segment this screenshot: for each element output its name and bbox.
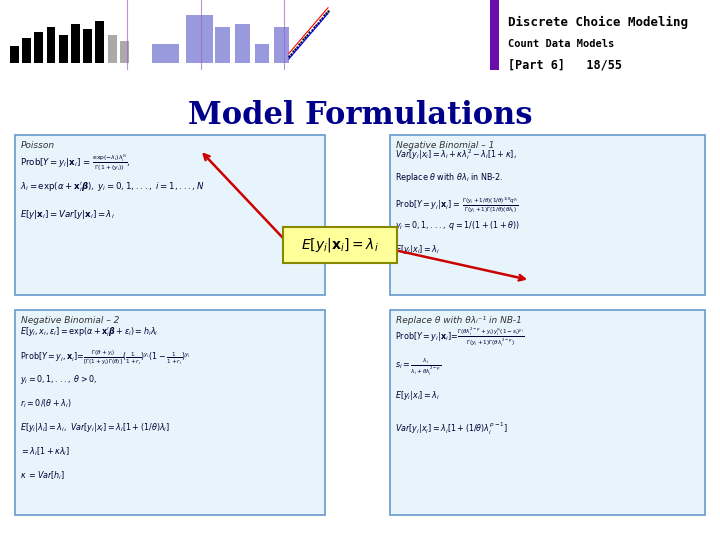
Text: Discrete Choice Modeling: Discrete Choice Modeling bbox=[508, 16, 688, 29]
Bar bbox=[96, 21, 104, 63]
Text: Prob[$Y=y_i|\mathbf{x}_i$] = $\frac{\exp(-\lambda_i)\lambda_i^{y_i}}{\Gamma(1+(y: Prob[$Y=y_i|\mathbf{x}_i$] = $\frac{\exp… bbox=[20, 152, 131, 172]
Text: $y_i=0,1,...,\ \theta>0,$: $y_i=0,1,...,\ \theta>0,$ bbox=[20, 373, 97, 386]
Text: Negative Binomial – 2: Negative Binomial – 2 bbox=[21, 316, 120, 325]
FancyBboxPatch shape bbox=[15, 135, 325, 295]
Bar bbox=[255, 44, 269, 63]
Bar bbox=[59, 35, 68, 63]
Text: Poisson: Poisson bbox=[21, 141, 55, 150]
Text: Negative Binomial – 1: Negative Binomial – 1 bbox=[396, 141, 495, 150]
Bar bbox=[120, 40, 129, 63]
Text: $\kappa\ =Var[h_i]$: $\kappa\ =Var[h_i]$ bbox=[20, 469, 66, 482]
Bar bbox=[490, 0, 499, 70]
Bar bbox=[84, 30, 92, 63]
Text: Prob[$Y=y_i|\mathbf{x}_i$] = $\frac{\Gamma(y_i+1/\theta)(1/\theta)^{1/\theta}q^{: Prob[$Y=y_i|\mathbf{x}_i$] = $\frac{\Gam… bbox=[395, 195, 519, 214]
Text: [Part 6]   18/55: [Part 6] 18/55 bbox=[508, 59, 622, 72]
Text: Replace $\theta$ with $\theta\lambda_i$ in NB-2.: Replace $\theta$ with $\theta\lambda_i$ … bbox=[395, 171, 503, 184]
FancyBboxPatch shape bbox=[15, 310, 325, 515]
Text: $E[y_i|\mathbf{x}_i]=\lambda_i$: $E[y_i|\mathbf{x}_i]=\lambda_i$ bbox=[301, 236, 379, 254]
FancyBboxPatch shape bbox=[390, 310, 705, 515]
Text: Model Formulations: Model Formulations bbox=[188, 100, 532, 131]
Bar bbox=[186, 16, 213, 63]
Text: $y_i=0,1,...,\ q=1/(1+(1+\theta))$: $y_i=0,1,...,\ q=1/(1+(1+\theta))$ bbox=[395, 219, 520, 232]
Text: $Var[y_i|x_i]=\lambda_i+\kappa\lambda_i^2-\lambda_i[1+\kappa],$: $Var[y_i|x_i]=\lambda_i+\kappa\lambda_i^… bbox=[395, 147, 517, 162]
Text: Prob[$Y=y_i|\mathbf{x}_i$]=$\frac{\Gamma(\theta\lambda_i^{2-p}+y_i)y_i^{s_i}(1-s: Prob[$Y=y_i|\mathbf{x}_i$]=$\frac{\Gamma… bbox=[395, 325, 524, 349]
FancyBboxPatch shape bbox=[390, 135, 705, 295]
Text: Replace θ with θλᵢ⁻¹ in NB-1: Replace θ with θλᵢ⁻¹ in NB-1 bbox=[396, 316, 522, 325]
Bar bbox=[274, 26, 289, 63]
Text: $r_i=0/(\theta+\lambda_i)$: $r_i=0/(\theta+\lambda_i)$ bbox=[20, 397, 71, 409]
Text: $=\lambda_i[1+\kappa\lambda_i]$: $=\lambda_i[1+\kappa\lambda_i]$ bbox=[20, 445, 70, 457]
Bar bbox=[235, 24, 250, 63]
Text: $E[y_i|x_i]=\lambda_i$: $E[y_i|x_i]=\lambda_i$ bbox=[395, 243, 440, 256]
Text: Count Data Models: Count Data Models bbox=[508, 39, 614, 49]
FancyBboxPatch shape bbox=[283, 227, 397, 263]
Text: $E[y_i|x_i]=\lambda_i$: $E[y_i|x_i]=\lambda_i$ bbox=[395, 389, 440, 402]
Bar bbox=[22, 38, 31, 63]
Bar bbox=[71, 24, 80, 63]
Text: $\lambda_i = \exp(\alpha+\mathbf{x}_i'\boldsymbol{\beta}),\ y_i=0,1,...,\ i=1,..: $\lambda_i = \exp(\alpha+\mathbf{x}_i'\b… bbox=[20, 180, 204, 194]
Bar bbox=[10, 46, 19, 63]
Text: $E[y_i|\lambda_i]=\lambda_i,\ Var[y_i|x_i]=\lambda_i[1+(1/\theta)\lambda_i]$: $E[y_i|\lambda_i]=\lambda_i,\ Var[y_i|x_… bbox=[20, 421, 170, 434]
Text: $E[y_i,x_i,\varepsilon_i]=\exp(\alpha+\mathbf{x}_i'\boldsymbol{\beta}+\varepsilo: $E[y_i,x_i,\varepsilon_i]=\exp(\alpha+\m… bbox=[20, 325, 158, 339]
Text: $Var[y_i|x_i]=\lambda_i[1+(1/\theta)\lambda_i^{p-1}]$: $Var[y_i|x_i]=\lambda_i[1+(1/\theta)\lam… bbox=[395, 421, 508, 437]
Bar bbox=[215, 26, 230, 63]
Text: Prob[$Y=y_i,\mathbf{x}_i$]=$\frac{\Gamma(\theta+y_i)}{[\Gamma(1+y_i)\Gamma(\thet: Prob[$Y=y_i,\mathbf{x}_i$]=$\frac{\Gamma… bbox=[20, 349, 191, 368]
Bar bbox=[152, 44, 179, 63]
Bar bbox=[35, 32, 43, 63]
Bar bbox=[108, 35, 117, 63]
Text: $s_i=\frac{\lambda_i}{\lambda_i+\theta\lambda_i^{2-p}}$: $s_i=\frac{\lambda_i}{\lambda_i+\theta\l… bbox=[395, 357, 441, 378]
Text: $E[y|\mathbf{x}_i]=Var[y|\mathbf{x}_i]=\lambda_i$: $E[y|\mathbf{x}_i]=Var[y|\mathbf{x}_i]=\… bbox=[20, 208, 114, 221]
Bar bbox=[47, 26, 55, 63]
